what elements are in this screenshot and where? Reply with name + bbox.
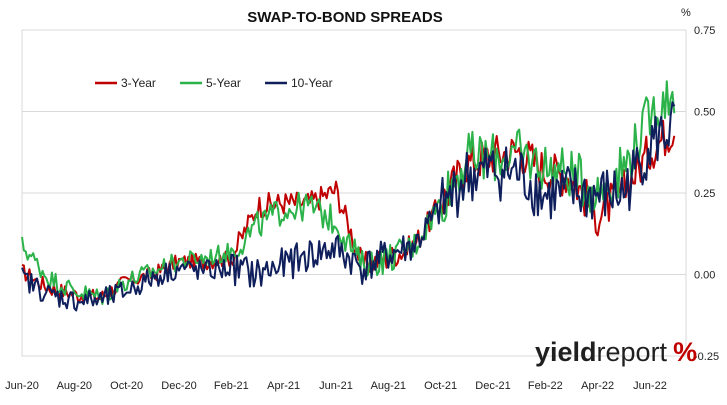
series-lines xyxy=(21,80,676,312)
x-tick-label: Jun-21 xyxy=(319,380,353,392)
svg-text:yieldreport%: yieldreport% xyxy=(535,337,697,367)
yieldreport-logo: yieldreport% xyxy=(535,337,697,367)
series-line-10-year xyxy=(21,101,676,312)
legend-label: 5-Year xyxy=(206,76,241,90)
legend-label: 3-Year xyxy=(121,76,156,90)
legend-label: 10-Year xyxy=(291,76,333,90)
axes: 0.75 0.50 0.25 0.00 -0.25 Jun-20 Aug-20 Oct-20 D… xyxy=(5,25,719,392)
x-tick-label: Feb-21 xyxy=(214,380,249,392)
y-tick-label: 0.75 xyxy=(694,25,715,37)
x-tick-label: Aug-20 xyxy=(57,380,92,392)
series-line-3-year xyxy=(21,119,676,304)
logo-report: report xyxy=(597,337,668,367)
legend: 3-Year 5-Year 10-Year xyxy=(95,76,333,90)
x-tick-label: Aug-21 xyxy=(371,380,406,392)
x-tick-label: Oct-21 xyxy=(424,380,457,392)
y-tick-label: 0.25 xyxy=(694,188,715,200)
x-tick-label: Apr-22 xyxy=(581,380,614,392)
x-tick-label: Jun-20 xyxy=(5,380,39,392)
x-tick-label: Apr-21 xyxy=(267,380,300,392)
y-tick-label: -0.25 xyxy=(694,351,719,363)
logo-percent: % xyxy=(673,337,697,367)
x-tick-label: Dec-21 xyxy=(475,380,510,392)
y-unit-label: % xyxy=(681,7,691,19)
x-tick-label: Dec-20 xyxy=(161,380,196,392)
y-tick-label: 0.50 xyxy=(694,107,715,119)
y-tick-label: 0.00 xyxy=(694,270,715,282)
x-tick-label: Jun-22 xyxy=(633,380,667,392)
x-tick-label: Oct-20 xyxy=(110,380,143,392)
chart-title: SWAP-TO-BOND SPREADS xyxy=(247,9,443,26)
x-tick-label: Feb-22 xyxy=(528,380,563,392)
logo-yield: yield xyxy=(535,337,597,367)
